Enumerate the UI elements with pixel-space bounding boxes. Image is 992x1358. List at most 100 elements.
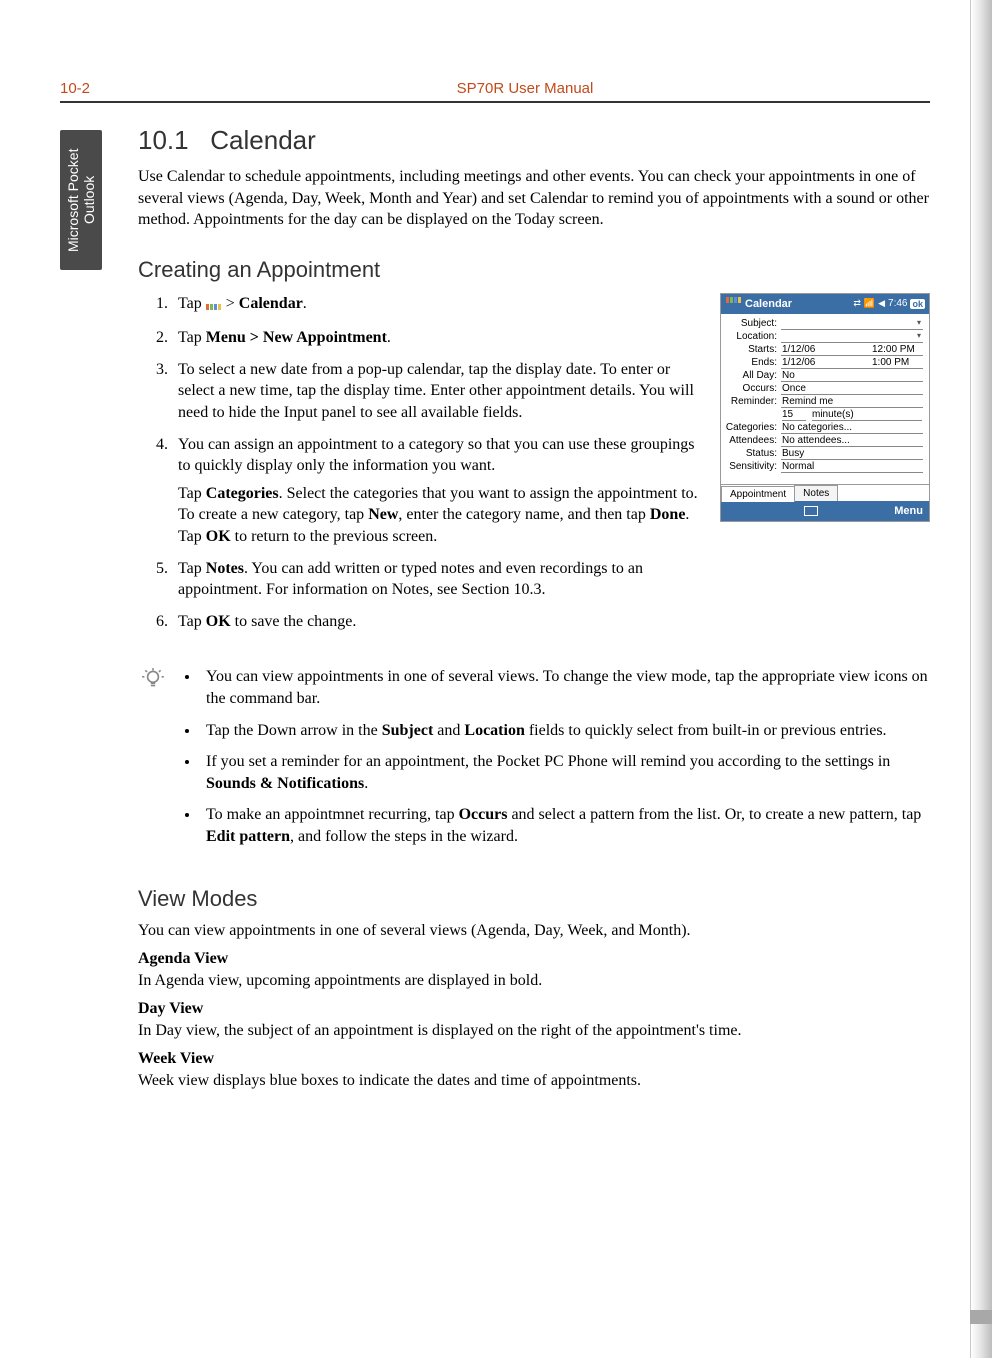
tip-4: To make an appointmnet recurring, tap Oc… [200,804,930,847]
categories-input[interactable]: No categories... [781,422,923,434]
page-content: 10-2 SP70R User Manual 10.1 Calendar Use… [60,80,930,1096]
viewmodes-intro: You can view appointments in one of seve… [138,922,930,940]
step-2-bold: Menu > New Appointment [206,329,387,346]
shot-title: Calendar [745,298,853,310]
section-number: 10.1 [138,125,189,155]
lbl-starts: Starts: [725,344,781,355]
calendar-screenshot: Calendar ⇄ 📶 ◀ 7:46 ok Subject: Location… [720,293,930,522]
tip-3: If you set a reminder for an appointment… [200,751,930,794]
week-text: Week view displays blue boxes to indicat… [138,1072,930,1090]
step-1-sep: > [222,295,239,312]
s4b-mid2: , enter the category name, and then tap [398,506,649,523]
section-title: 10.1 Calendar [138,125,930,156]
starts-time: 12:00 PM [872,344,922,355]
page-number: 10-2 [60,80,120,97]
shot-bottombar: Menu [721,501,929,521]
starts-input[interactable]: 1/12/06 12:00 PM [781,344,923,356]
page-header: 10-2 SP70R User Manual [60,80,930,103]
agenda-label: Agenda View [138,950,930,968]
step-3: To select a new date from a pop-up calen… [172,359,702,424]
occurs-input[interactable]: Once [781,383,923,395]
t2-location: Location [464,722,524,739]
t4-pre: To make an appointmnet recurring, tap [206,806,459,823]
s4b-end: . [685,506,689,523]
s4b-pre: Tap [178,485,206,502]
location-input[interactable] [781,331,923,343]
status-input[interactable]: Busy [781,448,923,460]
ends-date: 1/12/06 [782,357,866,368]
s4c-pre: Tap [178,528,206,545]
step-5: Tap Notes. You can add written or typed … [172,558,702,601]
step-2-pre: Tap [178,329,206,346]
steps-list: Tap > Calendar. Tap Menu > New Appointme… [138,293,702,633]
t4-occurs: Occurs [459,806,508,823]
shot-form: Subject: Location: Starts:1/12/0612:00 P… [721,314,929,476]
shot-menu-button[interactable]: Menu [894,505,923,517]
doc-title: SP70R User Manual [120,80,930,97]
tips-block: You can view appointments in one of seve… [138,666,930,857]
step-4a: You can assign an appointment to a categ… [178,436,695,475]
lbl-attendees: Attendees: [725,435,781,446]
s5-rest: . You can add written or typed notes and… [178,560,643,599]
step-1-bold: Calendar [239,295,303,312]
s4b-new: New [368,506,398,523]
step-6: Tap OK to save the change. [172,611,702,633]
starts-date: 1/12/06 [782,344,866,355]
step-4: You can assign an appointment to a categ… [172,434,702,548]
s5-notes: Notes [206,560,244,577]
tips-list: You can view appointments in one of seve… [178,666,930,857]
t2-and: and [433,722,464,739]
creating-heading: Creating an Appointment [138,257,930,283]
lbl-occurs: Occurs: [725,383,781,394]
lightbulb-icon [138,666,168,857]
reminder-n: 15 [782,409,806,421]
tip-1: You can view appointments in one of seve… [200,666,930,709]
t4-edit: Edit pattern [206,828,290,845]
t4-mid: and select a pattern from the list. Or, … [507,806,921,823]
lbl-ends: Ends: [725,357,781,368]
lbl-sensitivity: Sensitivity: [725,461,781,472]
attendees-input[interactable]: No attendees... [781,435,923,447]
lbl-reminder: Reminder: [725,396,781,407]
s5-pre: Tap [178,560,206,577]
reminder-amount[interactable]: 15 minute(s) [781,409,923,421]
t4-end: , and follow the steps in the wizard. [290,828,518,845]
t3-end: . [364,775,368,792]
day-text: In Day view, the subject of an appointme… [138,1022,930,1040]
subject-input[interactable] [781,318,923,330]
page-right-edge [970,0,992,1358]
signal-icon: 📶 [864,298,875,309]
viewmodes-heading: View Modes [138,886,930,912]
speaker-icon: ◀ [878,298,885,309]
sensitivity-input[interactable]: Normal [781,461,923,473]
section-name: Calendar [210,125,316,155]
allday-input[interactable]: No [781,370,923,382]
s4b-cats: Categories [206,485,279,502]
sync-icon: ⇄ [853,298,861,309]
step-1: Tap > Calendar. [172,293,702,318]
lbl-categories: Categories: [725,422,781,433]
step-2-end: . [387,329,391,346]
s6-end: to save the change. [231,613,357,630]
reminder-unit: minute(s) [812,409,922,421]
step-1-text: Tap [178,295,206,312]
reminder-input[interactable]: Remind me [781,396,923,408]
tip-2: Tap the Down arrow in the Subject and Lo… [200,720,930,742]
t3-pre: If you set a reminder for an appointment… [206,753,890,770]
lbl-allday: All Day: [725,370,781,381]
s6-pre: Tap [178,613,206,630]
tab-appointment[interactable]: Appointment [721,486,795,502]
ends-input[interactable]: 1/12/06 1:00 PM [781,357,923,369]
shot-ok-button[interactable]: ok [910,299,925,309]
keyboard-icon[interactable] [804,506,818,516]
lbl-subject: Subject: [725,318,781,329]
tab-notes[interactable]: Notes [794,485,838,501]
t2-pre: Tap the Down arrow in the [206,722,382,739]
step-4b: Tap Categories. Select the categories th… [178,483,702,548]
ends-time: 1:00 PM [872,357,922,368]
s4c-end: to return to the previous screen. [231,528,438,545]
step-2: Tap Menu > New Appointment. [172,327,702,349]
shot-tabs: Appointment Notes [721,484,929,501]
agenda-text: In Agenda view, upcoming appointments ar… [138,972,930,990]
shot-start-icon[interactable] [725,297,741,311]
